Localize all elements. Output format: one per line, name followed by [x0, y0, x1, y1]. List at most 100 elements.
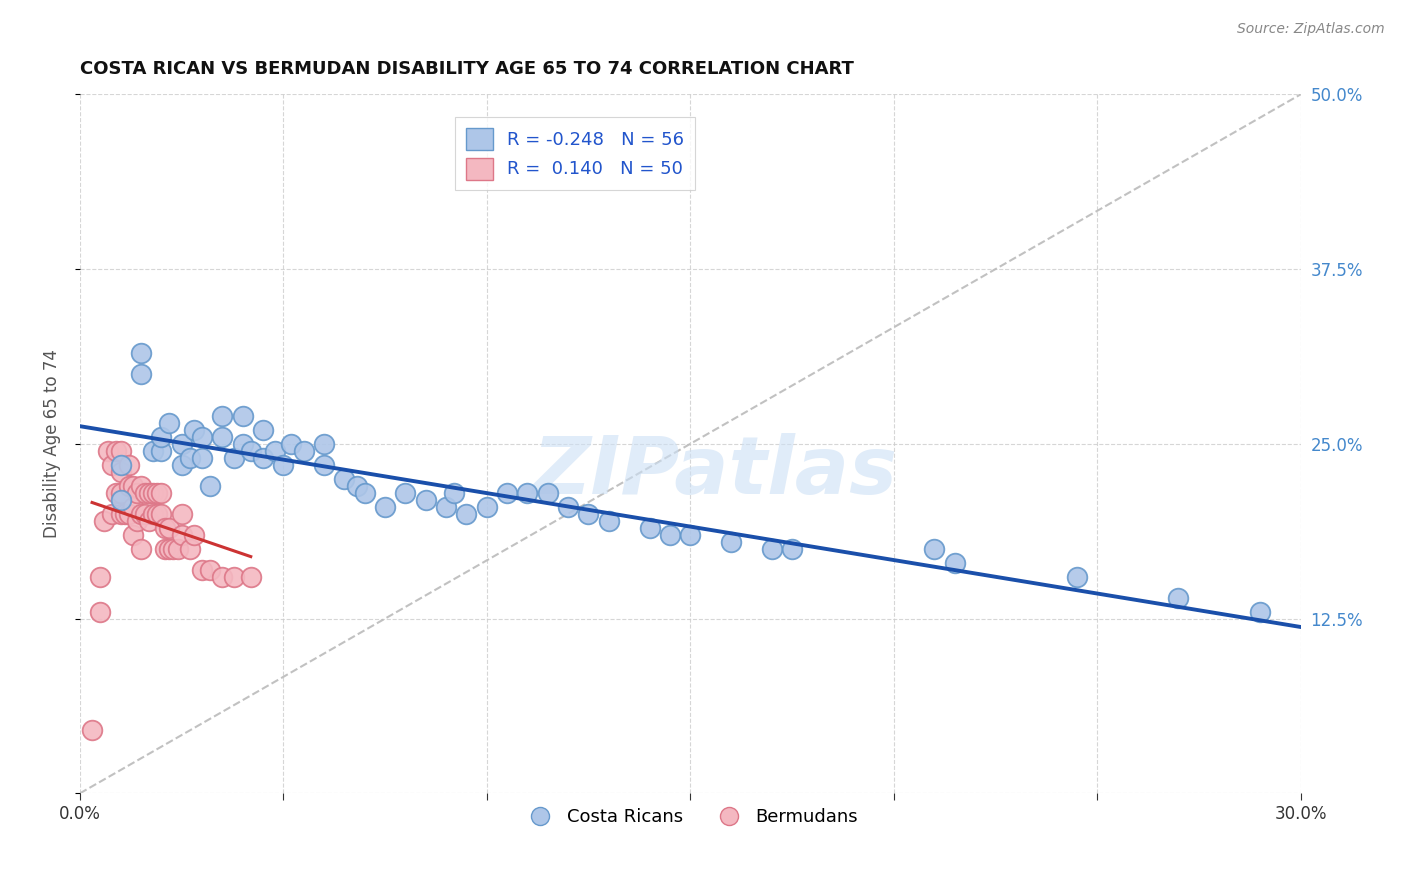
Point — [183, 527, 205, 541]
Point — [1249, 605, 1271, 619]
Point — [638, 521, 661, 535]
Point — [97, 443, 120, 458]
Point — [125, 485, 148, 500]
Point — [239, 443, 262, 458]
Point — [394, 485, 416, 500]
Point — [280, 437, 302, 451]
Point — [232, 409, 254, 423]
Point — [179, 450, 201, 465]
Point — [125, 514, 148, 528]
Point — [557, 500, 579, 514]
Point — [142, 443, 165, 458]
Point — [155, 541, 177, 556]
Point — [170, 458, 193, 472]
Point — [134, 485, 156, 500]
Point — [142, 485, 165, 500]
Text: Source: ZipAtlas.com: Source: ZipAtlas.com — [1237, 22, 1385, 37]
Point — [150, 430, 173, 444]
Point — [456, 507, 478, 521]
Point — [1066, 570, 1088, 584]
Point — [150, 507, 173, 521]
Point — [720, 534, 742, 549]
Point — [114, 507, 136, 521]
Point — [312, 437, 335, 451]
Point — [129, 346, 152, 360]
Point — [658, 527, 681, 541]
Point — [1167, 591, 1189, 605]
Point — [516, 485, 538, 500]
Y-axis label: Disability Age 65 to 74: Disability Age 65 to 74 — [44, 350, 60, 539]
Point — [224, 450, 246, 465]
Point — [129, 541, 152, 556]
Point — [101, 458, 124, 472]
Point — [239, 570, 262, 584]
Point — [118, 479, 141, 493]
Point — [110, 465, 132, 479]
Point — [170, 507, 193, 521]
Point — [129, 479, 152, 493]
Point — [129, 367, 152, 381]
Point — [780, 541, 803, 556]
Point — [943, 556, 966, 570]
Point — [157, 416, 180, 430]
Point — [496, 485, 519, 500]
Point — [353, 485, 375, 500]
Point — [134, 507, 156, 521]
Point — [105, 485, 128, 500]
Point — [183, 423, 205, 437]
Point — [264, 443, 287, 458]
Point — [191, 450, 214, 465]
Point — [434, 500, 457, 514]
Point — [198, 479, 221, 493]
Point — [89, 605, 111, 619]
Point — [761, 541, 783, 556]
Point — [157, 541, 180, 556]
Point — [252, 423, 274, 437]
Point — [118, 507, 141, 521]
Point — [138, 485, 160, 500]
Point — [110, 443, 132, 458]
Text: COSTA RICAN VS BERMUDAN DISABILITY AGE 65 TO 74 CORRELATION CHART: COSTA RICAN VS BERMUDAN DISABILITY AGE 6… — [80, 60, 853, 78]
Point — [155, 521, 177, 535]
Point — [105, 443, 128, 458]
Point — [443, 485, 465, 500]
Point — [93, 514, 115, 528]
Point — [157, 521, 180, 535]
Point — [110, 492, 132, 507]
Point — [150, 443, 173, 458]
Point — [292, 443, 315, 458]
Point — [537, 485, 560, 500]
Point — [118, 458, 141, 472]
Point — [146, 485, 169, 500]
Point — [162, 541, 184, 556]
Point — [224, 570, 246, 584]
Point — [374, 500, 396, 514]
Point — [415, 492, 437, 507]
Point — [211, 430, 233, 444]
Point — [121, 500, 143, 514]
Point — [598, 514, 620, 528]
Point — [121, 479, 143, 493]
Point — [475, 500, 498, 514]
Point — [101, 507, 124, 521]
Point — [166, 541, 188, 556]
Point — [333, 472, 356, 486]
Point — [150, 485, 173, 500]
Point — [110, 485, 132, 500]
Text: ZIPatlas: ZIPatlas — [531, 433, 897, 511]
Point — [232, 437, 254, 451]
Point — [80, 723, 103, 738]
Point — [252, 450, 274, 465]
Point — [198, 563, 221, 577]
Point — [110, 507, 132, 521]
Point — [121, 527, 143, 541]
Point — [89, 570, 111, 584]
Point — [110, 458, 132, 472]
Point — [924, 541, 946, 556]
Legend: Costa Ricans, Bermudans: Costa Ricans, Bermudans — [515, 801, 866, 833]
Point — [312, 458, 335, 472]
Point — [578, 507, 600, 521]
Point — [129, 507, 152, 521]
Point — [679, 527, 702, 541]
Point — [346, 479, 368, 493]
